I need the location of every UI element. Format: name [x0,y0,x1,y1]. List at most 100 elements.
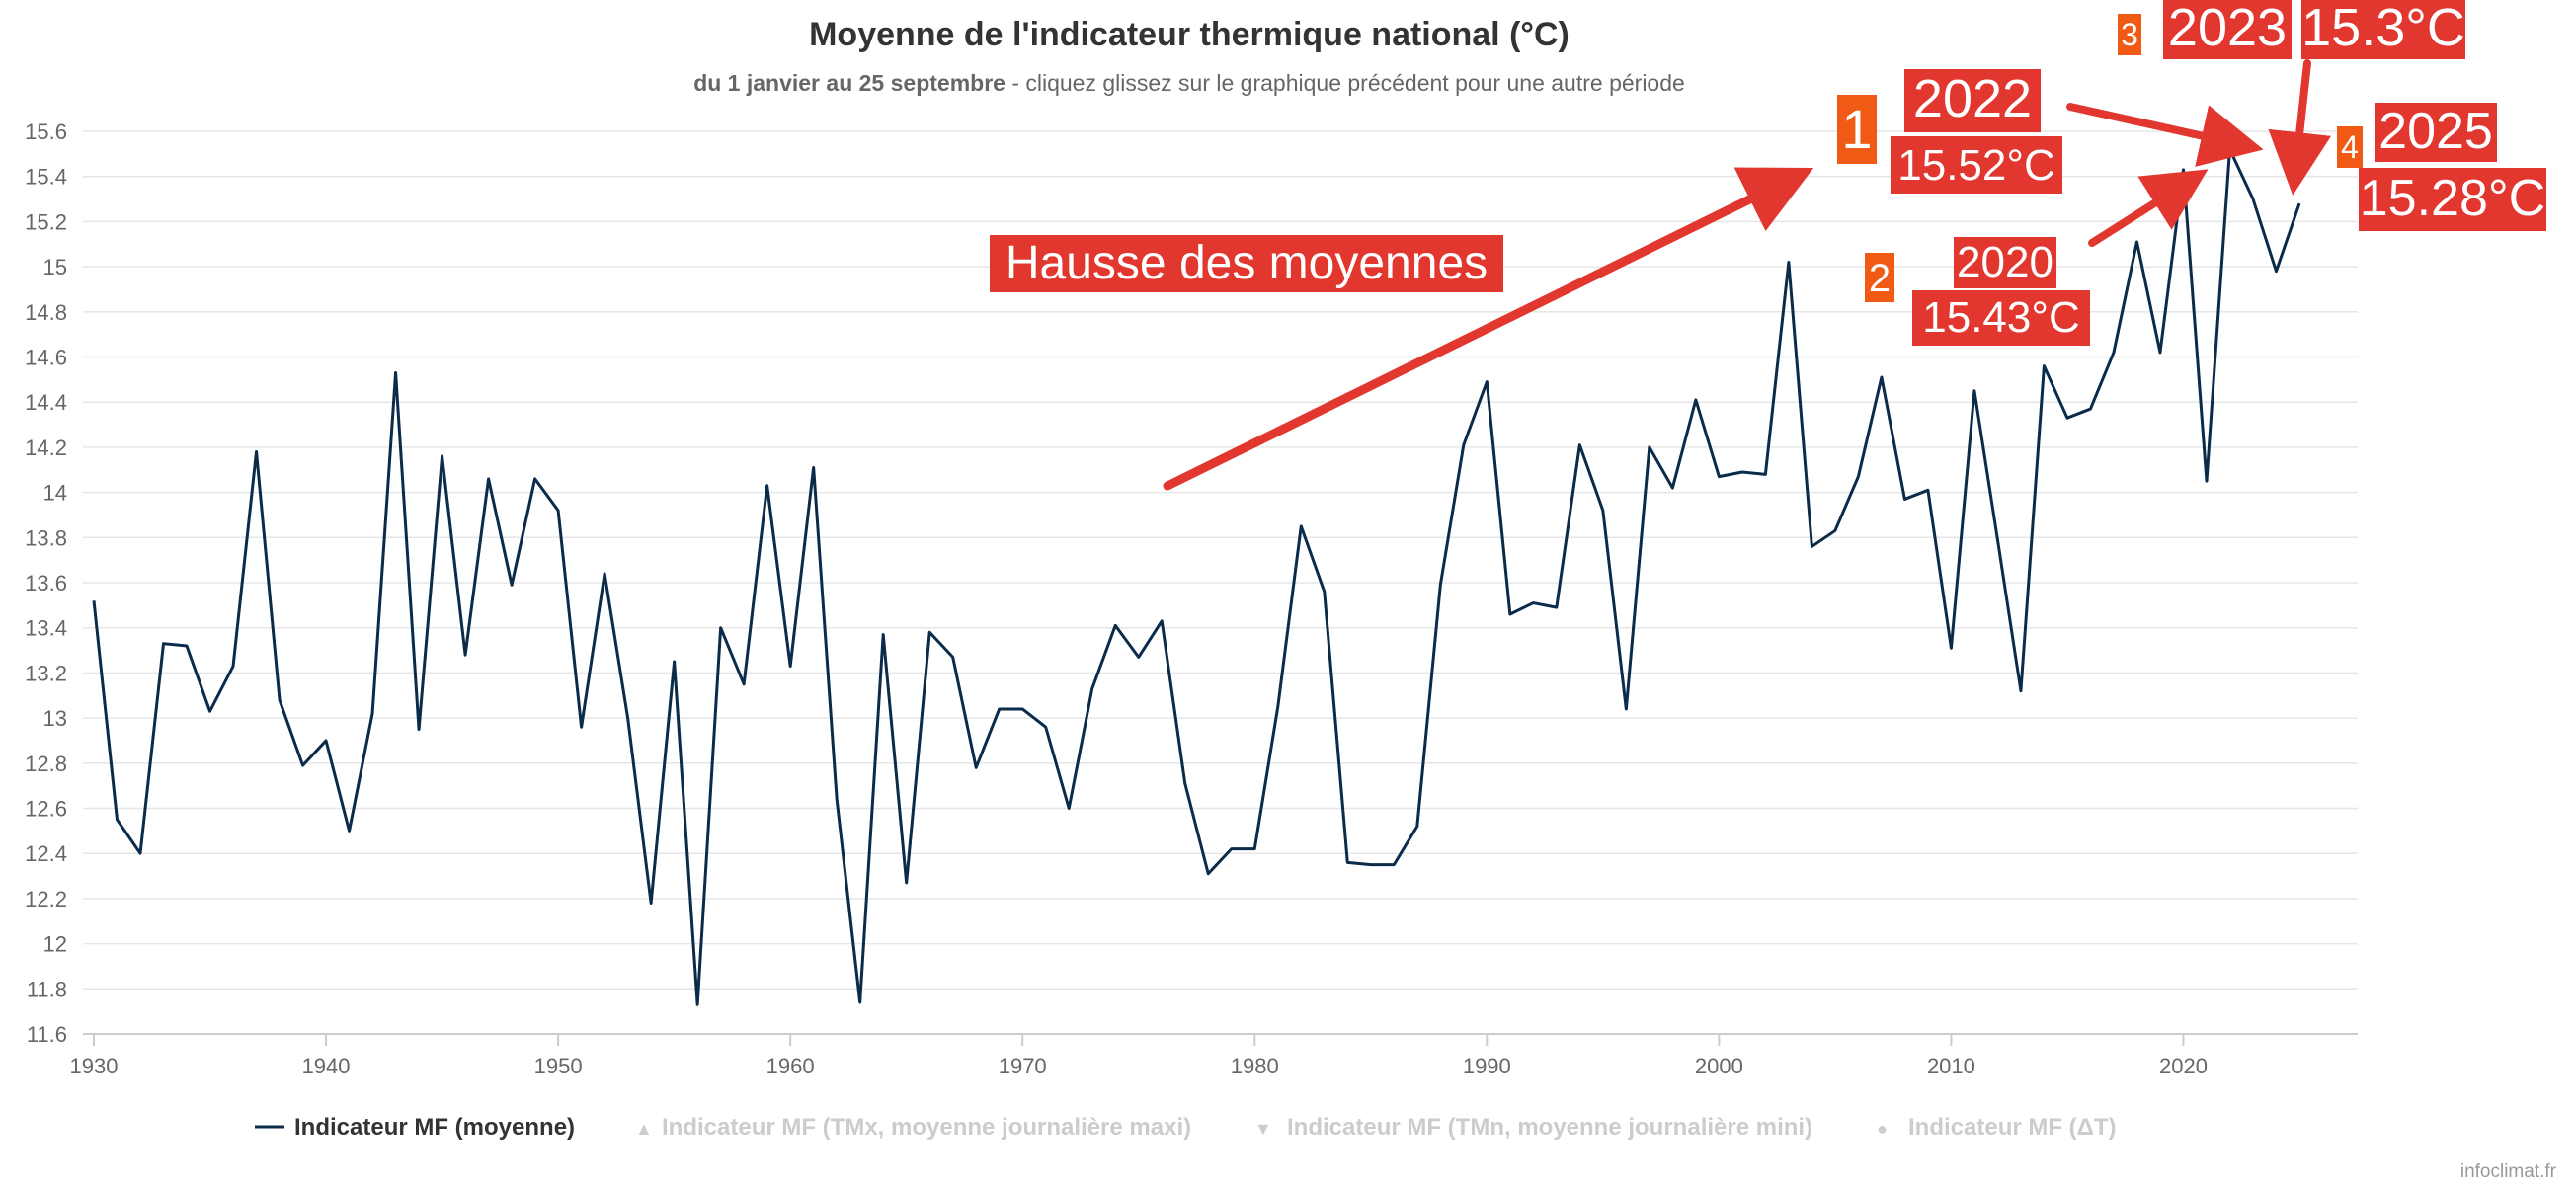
data-point[interactable] [91,597,97,603]
data-point[interactable] [254,448,260,454]
data-point[interactable] [115,817,121,823]
data-point[interactable] [1855,474,1861,480]
data-point[interactable] [1507,611,1513,617]
data-point[interactable] [1809,543,1814,549]
data-point[interactable] [509,582,515,588]
data-point[interactable] [1461,442,1467,448]
data-point[interactable] [2204,478,2210,484]
data-point[interactable] [2064,415,2070,421]
data-point[interactable] [950,654,956,660]
data-point[interactable] [369,711,375,717]
data-point[interactable] [347,828,353,833]
data-point[interactable] [904,880,910,886]
data-point[interactable] [184,643,190,649]
data-point[interactable] [486,476,492,482]
data-point[interactable] [694,1001,700,1007]
data-point[interactable] [1762,471,1768,477]
data-point[interactable] [1229,846,1235,852]
data-point[interactable] [1251,846,1257,852]
data-point[interactable] [1182,780,1188,786]
data-point[interactable] [1344,859,1350,865]
data-point[interactable] [741,681,747,687]
data-point[interactable] [277,697,282,703]
data-point[interactable] [1437,582,1443,588]
data-point[interactable] [1136,654,1142,660]
data-point[interactable] [1994,537,2000,543]
data-point[interactable] [1205,871,1211,877]
data-point[interactable] [1600,508,1606,514]
data-point[interactable] [2018,688,2024,694]
data-point[interactable] [1298,523,1304,529]
data-point[interactable] [625,715,631,721]
data-point[interactable] [1948,645,1954,651]
legend-item-tmn[interactable]: ▼ Indicateur MF (TMn, moyenne journalièr… [1254,1114,1812,1141]
data-point[interactable] [2157,350,2163,356]
credit-label[interactable]: infoclimat.fr [2460,1161,2557,1182]
data-point[interactable] [1786,260,1792,266]
data-point[interactable] [1066,806,1072,812]
series-line-moyenne[interactable] [92,147,2301,1006]
data-point[interactable] [926,629,932,635]
data-point[interactable] [416,727,422,733]
data-point[interactable] [857,999,863,1005]
data-point[interactable] [718,625,724,631]
data-point[interactable] [1019,706,1025,712]
data-point[interactable] [1901,496,1907,502]
data-point[interactable] [997,706,1003,712]
data-point[interactable] [1669,485,1675,491]
data-point[interactable] [1925,487,1931,493]
data-point[interactable] [2111,350,2117,356]
data-point[interactable] [2087,406,2093,412]
data-point[interactable] [137,850,143,856]
data-point[interactable] [230,664,236,670]
data-point[interactable] [323,738,329,744]
data-point[interactable] [2296,200,2302,206]
data-point[interactable] [1089,685,1095,691]
data-point[interactable] [1484,379,1489,385]
data-point[interactable] [602,571,607,577]
data-point[interactable] [1043,724,1049,730]
data-point[interactable] [1322,589,1328,595]
data-point[interactable] [648,900,654,906]
data-point[interactable] [532,476,538,482]
series-group[interactable] [91,146,2302,1007]
data-point[interactable] [207,708,213,714]
data-point[interactable] [811,464,817,470]
data-point[interactable] [880,632,886,638]
data-point[interactable] [393,370,399,376]
data-point[interactable] [1623,706,1629,712]
legend-item-tmx[interactable]: ▲ Indicateur MF (TMx, moyenne journalièr… [635,1114,1191,1141]
data-point[interactable] [1368,862,1374,868]
data-point[interactable] [1530,600,1536,606]
data-point[interactable] [1693,397,1699,403]
data-point[interactable] [161,641,167,647]
data-point[interactable] [2226,146,2232,152]
data-point[interactable] [2180,167,2186,173]
data-point[interactable] [2250,197,2256,202]
data-point[interactable] [1159,618,1165,624]
data-point[interactable] [2133,239,2139,245]
data-point[interactable] [1879,374,1885,380]
legend-item-moyenne[interactable]: Indicateur MF (moyenne) [255,1114,575,1141]
data-point[interactable] [1275,704,1281,710]
data-point[interactable] [672,659,678,665]
data-point[interactable] [834,796,840,802]
data-point[interactable] [1647,444,1652,450]
data-point[interactable] [1716,474,1722,480]
data-point[interactable] [1554,604,1560,610]
data-point[interactable] [1832,527,1838,533]
data-point[interactable] [973,764,979,770]
data-point[interactable] [1112,622,1118,628]
data-point[interactable] [2273,269,2279,275]
data-point[interactable] [462,652,468,658]
data-point[interactable] [765,483,770,489]
data-point[interactable] [1576,442,1582,448]
data-point[interactable] [2041,363,2047,369]
data-point[interactable] [1391,862,1397,868]
data-point[interactable] [1739,469,1745,475]
data-point[interactable] [440,453,445,459]
data-point[interactable] [300,762,306,768]
data-point[interactable] [787,664,793,670]
legend-item-delta[interactable]: ● Indicateur MF (ΔT) [1877,1114,2117,1141]
data-point[interactable] [1972,388,1977,394]
